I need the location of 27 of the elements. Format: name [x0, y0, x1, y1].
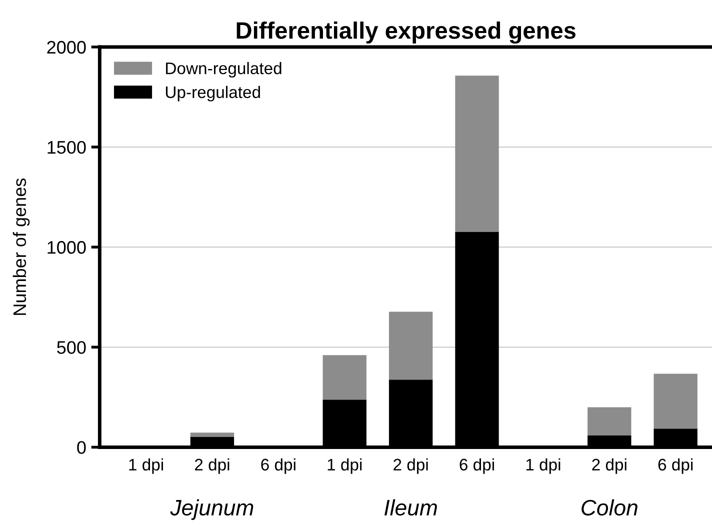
chart-title: Differentially expressed genes	[236, 22, 576, 44]
x-tick-label: 2 dpi	[194, 458, 230, 474]
text: Ileum	[384, 499, 437, 516]
bar	[322, 355, 366, 400]
x-tick-label: 1 dpi	[526, 458, 560, 474]
y-tick-label: 1500	[48, 140, 86, 154]
bar	[588, 407, 632, 436]
y-axis-title: Number of genes	[12, 178, 30, 315]
y-tick-label: 500	[57, 341, 86, 354]
x-tick-label: 6 dpi	[658, 458, 693, 474]
x-tick-label: 6 dpi	[460, 458, 494, 474]
x-tick-label: 2 dpi	[394, 458, 428, 474]
text: Jejunum	[170, 499, 254, 520]
bar	[654, 374, 698, 429]
legend-label: Up-regulated	[166, 86, 260, 102]
x-tick-label: 6 dpi	[261, 458, 296, 474]
bar	[455, 76, 499, 232]
legend-label: Down-regulated	[166, 62, 282, 78]
x-tick-label: 1 dpi	[328, 458, 362, 474]
text: Colon	[582, 499, 638, 516]
bar	[388, 312, 433, 380]
y-tick-label: 2000	[47, 40, 86, 54]
x-tick-label: 1 dpi	[129, 458, 163, 474]
y-tick-label: 0	[77, 441, 86, 454]
y-tick-label: 1000	[48, 241, 86, 254]
bar	[190, 432, 234, 437]
x-tick-label: 2 dpi	[592, 458, 626, 474]
